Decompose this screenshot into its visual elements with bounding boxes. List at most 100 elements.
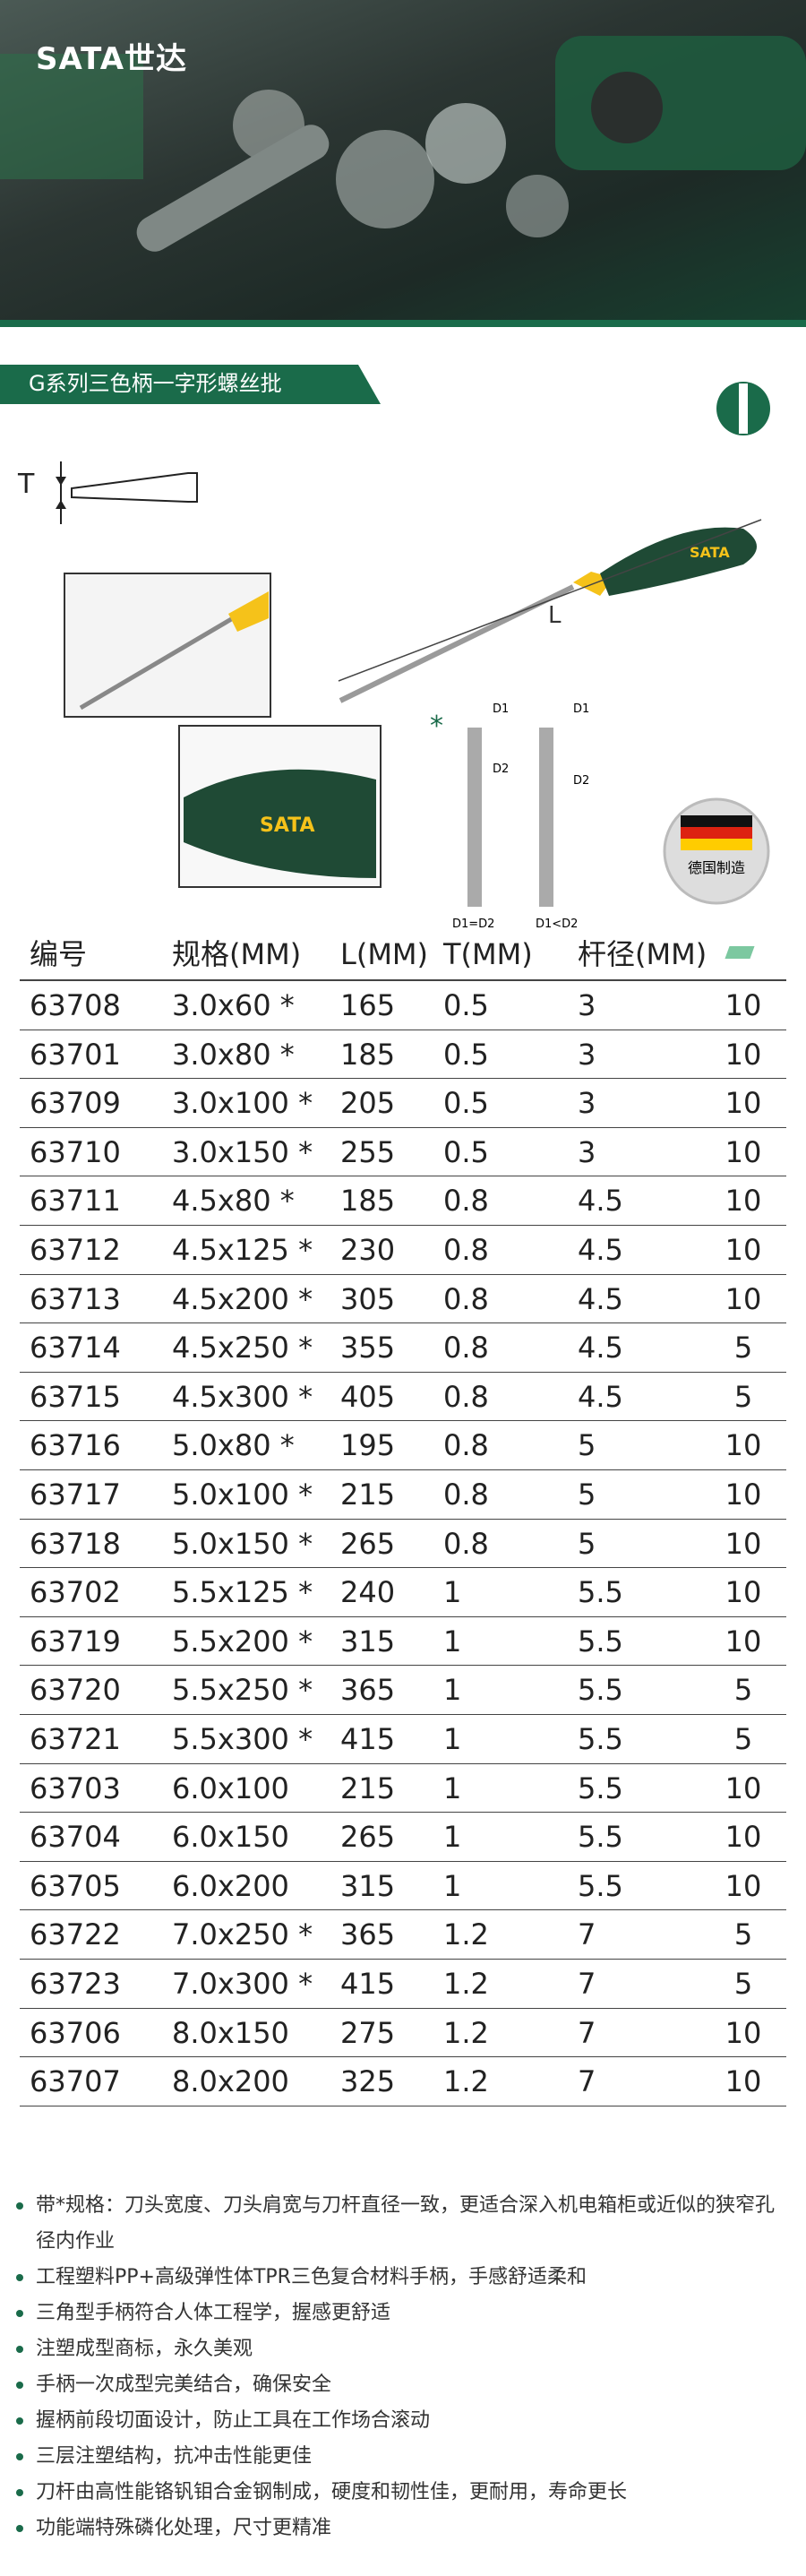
table-cell: 4.5x300 *: [172, 1379, 313, 1414]
row-divider: [20, 1762, 786, 1764]
d1-label: D1: [573, 702, 589, 716]
feature-item: 手柄一次成型完美结合，确保安全: [36, 2374, 332, 2396]
table-cell: 63716: [30, 1428, 121, 1463]
table-cell: 5.5: [578, 1820, 623, 1855]
table-cell: 0.5: [443, 1037, 489, 1072]
table-cell: 5: [733, 1331, 753, 1366]
table-cell: 63703: [30, 1770, 121, 1805]
brand-logo: SATA世达: [36, 41, 188, 77]
table-cell: 10: [725, 1624, 762, 1658]
table-cell: 365: [340, 1917, 396, 1952]
table-cell: 4.5: [578, 1233, 623, 1267]
table-cell: 10: [725, 2015, 762, 2050]
row-divider: [20, 1225, 786, 1226]
title-tab: [0, 365, 381, 404]
table-cell: 10: [725, 1478, 762, 1512]
row-divider: [20, 1665, 786, 1667]
table-cell: 10: [725, 1428, 762, 1463]
table-cell: 4.5: [578, 1281, 623, 1316]
row-divider: [20, 1860, 786, 1862]
table-cell: 5.5: [578, 1770, 623, 1805]
table-cell: 63721: [30, 1722, 121, 1756]
table-cell: 0.8: [443, 1331, 489, 1366]
feature-item: 三角型手柄符合人体工程学，握感更舒适: [36, 2302, 391, 2324]
table-cell: 5.0x80 *: [172, 1428, 295, 1463]
table-cell: 8.0x200: [172, 2064, 289, 2099]
table-cell: 63720: [30, 1673, 121, 1708]
inset-brand: SATA: [260, 814, 315, 837]
table-cell: 5: [733, 1967, 753, 2001]
row-divider: [20, 1371, 786, 1373]
row-divider: [20, 1812, 786, 1814]
l-label: L: [548, 602, 562, 629]
table-cell: 1: [443, 1575, 462, 1610]
table-cell: 0.5: [443, 988, 489, 1022]
table-cell: 7: [578, 2064, 596, 2099]
table-cell: 10: [725, 1770, 762, 1805]
table-cell: 0.8: [443, 1233, 489, 1267]
table-cell: 0.8: [443, 1478, 489, 1512]
table-cell: 415: [340, 1967, 396, 2001]
bullet-dot: [16, 2274, 23, 2281]
table-cell: 255: [340, 1134, 396, 1169]
row-divider: [20, 979, 786, 981]
table-cell: 4.5: [578, 1184, 623, 1219]
table-cell: 63708: [30, 988, 121, 1022]
table-cell: 0.8: [443, 1428, 489, 1463]
table-cell: 185: [340, 1037, 396, 1072]
table-cell: 63717: [30, 1478, 121, 1512]
table-cell: 5: [733, 1917, 753, 1952]
column-header: 杆径(MM): [578, 937, 707, 971]
brand-mark: [716, 382, 770, 435]
table-cell: 3: [578, 1086, 596, 1121]
table-cell: 63705: [30, 1868, 121, 1903]
table-cell: 0.8: [443, 1184, 489, 1219]
feature-item: 工程塑料PP+高级弹性体TPR三色复合材料手柄，手感舒适柔和: [36, 2266, 587, 2288]
table-cell: 355: [340, 1331, 396, 1366]
d2-label: D2: [493, 762, 509, 776]
table-cell: 63702: [30, 1575, 121, 1610]
row-divider: [20, 1567, 786, 1569]
row-divider: [20, 1420, 786, 1422]
table-cell: 1: [443, 1820, 462, 1855]
case-less: D1<D2: [536, 918, 578, 931]
table-cell: 230: [340, 1233, 396, 1267]
table-cell: 63710: [30, 1134, 121, 1169]
row-divider: [20, 2056, 786, 2058]
table-cell: 1: [443, 1868, 462, 1903]
table-cell: 10: [725, 1134, 762, 1169]
table-cell: 3: [578, 1134, 596, 1169]
table-cell: 365: [340, 1673, 396, 1708]
table-cell: 5.5x200 *: [172, 1624, 313, 1658]
table-cell: 63714: [30, 1331, 121, 1366]
table-cell: 63709: [30, 1086, 121, 1121]
table-cell: 63704: [30, 1820, 121, 1855]
table-cell: 7: [578, 2015, 596, 2050]
table-cell: 63711: [30, 1184, 121, 1219]
table-cell: 63722: [30, 1917, 121, 1952]
table-cell: 1: [443, 1770, 462, 1805]
table-cell: 63719: [30, 1624, 121, 1658]
table-cell: 5.5: [578, 1575, 623, 1610]
table-cell: 10: [725, 1820, 762, 1855]
feature-item: 三层注塑结构，抗冲击性能更佳: [36, 2445, 313, 2468]
column-header: 编号: [30, 937, 88, 971]
table-cell: 275: [340, 2015, 396, 2050]
row-divider: [20, 1909, 786, 1911]
table-cell: 10: [725, 1575, 762, 1610]
table-cell: 63706: [30, 2015, 121, 2050]
table-cell: 5.5x125 *: [172, 1575, 313, 1610]
table-cell: 1.2: [443, 1917, 489, 1952]
table-cell: 3.0x100 *: [172, 1086, 313, 1121]
table-cell: 63718: [30, 1526, 121, 1561]
table-cell: 10: [725, 988, 762, 1022]
table-cell: 305: [340, 1281, 396, 1316]
hero-banner: [0, 0, 806, 320]
table-cell: 3: [578, 1037, 596, 1072]
table-cell: 5.5x300 *: [172, 1722, 313, 1756]
table-cell: 415: [340, 1722, 396, 1756]
table-cell: 3: [578, 988, 596, 1022]
bullet-dot: [16, 2346, 23, 2353]
bullet-dot: [16, 2489, 23, 2496]
